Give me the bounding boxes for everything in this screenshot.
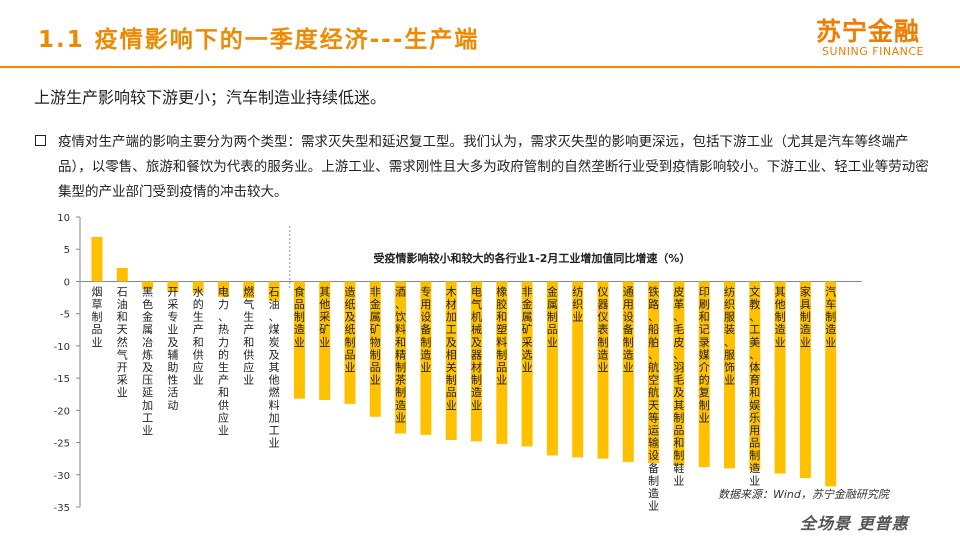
y-tick-label: 10 [57,213,70,224]
category-label: 燃气生产和供应业 [243,284,254,386]
bar [698,281,710,468]
category-label: 烟草制品业 [92,284,103,348]
data-source-note: 数据来源：Wind，苏宁金融研究院 [718,488,889,501]
bar [471,281,482,442]
y-tick-label: -30 [54,471,70,482]
bar [521,281,533,447]
bars [91,236,837,487]
y-tick-label: 0 [64,277,70,288]
category-label: 通用设备制造业 [623,285,634,374]
category-label: 家具制造业 [800,284,811,348]
category-label: 非金属矿采选业 [522,285,533,374]
bar [218,281,229,297]
bar [445,281,457,440]
y-tick-label: 5 [64,245,70,256]
bar [91,236,103,282]
bar [825,281,837,487]
bar [799,281,811,478]
category-label: 纺织业 [572,284,583,323]
y-tick-label: -5 [60,310,70,321]
bar [369,281,381,417]
bar [142,281,154,290]
category-label: 石油和天然气开采业 [117,285,128,399]
category-label: 食品制造业 [294,284,305,348]
square-bullet-icon [35,135,46,146]
bar [572,281,584,458]
category-label: 汽车制造业 [825,284,836,348]
category-label: 电气机械及器材制造业 [471,285,482,411]
footer-slogan-logo: 全场景 更普惠 [800,514,909,533]
category-label: 印刷和记录媒介的复制业 [699,285,710,424]
y-tick-label: -10 [54,342,70,353]
brand-logo-en: SUNING FINANCE [822,45,924,58]
bar [597,281,609,459]
bar [496,281,508,444]
category-label: 造纸及纸制品业 [345,284,356,374]
bar [116,267,128,282]
y-tick-label: -20 [54,406,70,417]
brand-logo-cn: 苏宁金融 [815,17,920,46]
bar [293,281,305,399]
category-label: 酒、饮料和精制茶制造业 [395,285,406,424]
y-tick-label: -25 [54,439,70,450]
chart-title: 受疫情影响较小和较大的各行业1-2月工业增加值同比增速（%） [374,251,691,265]
bar [243,281,255,299]
bar [420,281,432,435]
page-title: 1.1 疫情影响下的一季度经济---生产端 [38,27,480,53]
bar [749,281,761,471]
category-label: 专用设备制造业 [420,284,431,374]
bar [546,281,558,456]
category-label: 金属制品业 [547,284,558,348]
category-labels: 烟草制品业 石油和天然气开采业 黑色金属冶炼及压延加工业 开采专业及辅助性活动 水的生产… [92,284,837,512]
category-label: 仪器仪表制造业 [598,285,609,374]
bar [192,281,204,294]
category-label: 其他制造业 [775,285,786,348]
category-label: 石油、煤炭及其他燃料加工业 [269,285,280,449]
category-label: 纺织服装、服饰业 [724,284,735,386]
y-tick-label: -35 [54,503,70,514]
category-label: 水的生产和供应业 [193,285,204,386]
bar [724,281,735,469]
category-label: 电力、热力的生产和供应业 [218,285,229,437]
slide-subtitle: 上游生产影响较下游更小；汽车制造业持续低迷。 [34,88,387,107]
category-label: 橡胶和塑料制品业 [496,285,507,386]
y-tick-label: -15 [54,374,70,385]
bar [673,281,685,466]
bar [167,281,179,292]
bar [774,281,786,474]
bar [344,281,356,404]
category-label: 铁路、船舶、航空航天等运输设备制造业 [648,285,659,512]
category-label: 黑色金属冶炼及压延加工业 [142,285,153,437]
category-label: 文教、工美、体育和娱乐用品制造业 [749,284,760,487]
bar [395,281,407,434]
title-divider [0,66,960,68]
bar [648,281,660,464]
category-label: 非金属矿物制品业 [370,285,381,386]
bar [319,281,331,401]
category-label: 其他采矿业 [319,285,330,348]
bar [622,281,634,462]
category-label: 皮革、毛皮、羽毛及其制品和制鞋业 [673,285,684,487]
body-paragraph: 疫情对生产端的影响主要分为两个类型：需求灭失型和延迟复工型。我们认为，需求灭失型… [58,134,929,200]
category-label: 开采专业及辅助性活动 [167,285,178,411]
category-label: 木材加工及相关制品业 [446,285,457,411]
bar [268,281,280,301]
